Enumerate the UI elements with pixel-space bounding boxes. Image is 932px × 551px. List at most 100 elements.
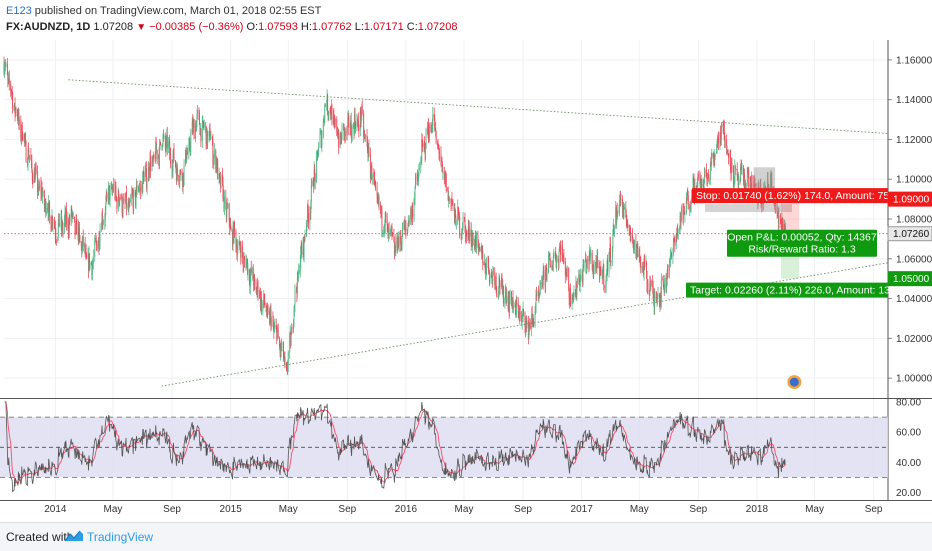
candle-body	[227, 203, 229, 208]
candle-body	[613, 224, 615, 234]
candle-body	[635, 254, 637, 259]
candle-body	[155, 141, 157, 151]
candle-body	[531, 313, 533, 329]
candle-body	[203, 124, 205, 127]
candle-body	[71, 213, 73, 216]
candle-body	[475, 244, 477, 247]
last-price-tag-bg	[887, 226, 932, 242]
candle-body	[722, 124, 724, 128]
candle-body	[543, 270, 545, 273]
target-price-tag-text: 1.05000	[893, 274, 930, 285]
candle-body	[199, 124, 201, 135]
candle-body	[596, 263, 597, 271]
candle-body	[390, 227, 392, 230]
stop-price-tag-bg	[887, 191, 932, 207]
candle-body	[495, 276, 497, 283]
candle-body	[452, 201, 453, 203]
candle-body	[552, 263, 554, 271]
candle-body	[155, 141, 157, 162]
candle-body	[92, 256, 94, 264]
candle-body	[277, 328, 279, 331]
candle-body	[640, 266, 642, 269]
candle-body	[310, 185, 312, 202]
candle-body	[128, 205, 130, 211]
candle-body	[242, 245, 244, 258]
candle-body	[353, 126, 355, 128]
candle-body	[356, 119, 358, 124]
candle-body	[37, 171, 39, 193]
candle-body	[165, 146, 167, 150]
pnl-label-bg	[727, 229, 877, 257]
candle-body	[412, 209, 414, 219]
candle-body	[378, 196, 380, 206]
candle-body	[176, 168, 178, 176]
candle-body	[337, 132, 339, 138]
candle-body	[754, 177, 755, 183]
support-zone	[705, 204, 792, 213]
candle-body	[684, 213, 686, 215]
candle-body	[152, 155, 154, 163]
candle-body	[586, 261, 588, 268]
candle-body	[142, 172, 144, 174]
candle-body	[72, 213, 74, 214]
candle-body	[549, 255, 551, 265]
candle-body	[580, 275, 582, 280]
candle-body	[660, 279, 662, 303]
candle-body	[549, 264, 551, 266]
candle-body	[743, 167, 744, 183]
chart-canvas[interactable]: 2014 May Sep 2015 May Sep 2016 May Sep 2017 May Sep…	[0, 0, 932, 522]
symbol-label[interactable]: FX:AUDNZD, 1D	[6, 21, 91, 33]
candle-body	[51, 216, 53, 229]
candle-body	[68, 231, 70, 234]
candle-body	[589, 256, 591, 259]
candle-body	[642, 266, 644, 272]
author-link[interactable]: E123	[6, 5, 32, 17]
candle-body	[350, 120, 352, 136]
candle-body	[442, 171, 444, 173]
candle-body	[741, 168, 742, 170]
candle-body	[605, 286, 607, 289]
candle-body	[152, 158, 154, 163]
candle-body	[306, 221, 308, 224]
candle-body	[551, 265, 553, 270]
candle-body	[593, 267, 595, 274]
candle-body	[664, 277, 666, 293]
candle-body	[320, 131, 322, 147]
candle-body	[430, 127, 432, 132]
candle-body	[723, 120, 725, 140]
candle-body	[535, 293, 537, 307]
candle-body	[290, 334, 292, 346]
candle-body	[207, 135, 209, 146]
candle-body	[525, 322, 527, 331]
candle-body	[248, 269, 250, 283]
candle-body	[774, 205, 776, 207]
candle-body	[264, 301, 266, 305]
stop-zone	[780, 199, 800, 234]
candle-body	[188, 142, 190, 154]
candle-body	[575, 283, 577, 298]
candle-body	[190, 134, 192, 150]
candle-body	[122, 202, 124, 214]
candle-body	[23, 134, 25, 140]
candle-body	[206, 128, 208, 145]
tradingview-brand-link[interactable]: TradingView	[87, 530, 154, 544]
candle-body	[301, 248, 303, 255]
candle-body	[455, 224, 457, 226]
candle-body	[518, 311, 520, 314]
candle-body	[519, 313, 521, 319]
candle-body	[514, 303, 516, 306]
candle-body	[176, 168, 178, 182]
candle-body	[643, 258, 645, 275]
candle-body	[281, 345, 282, 351]
candle-body	[673, 238, 675, 241]
candle-body	[215, 159, 217, 170]
candle-body	[769, 181, 771, 186]
candle-body	[340, 133, 342, 143]
candle-body	[218, 173, 220, 180]
candle-body	[579, 283, 581, 287]
candle-body	[659, 293, 661, 301]
candle-body	[487, 256, 489, 263]
candle-body	[657, 295, 658, 298]
candle-body	[65, 209, 67, 220]
x-tick-label: 2014	[44, 504, 67, 515]
